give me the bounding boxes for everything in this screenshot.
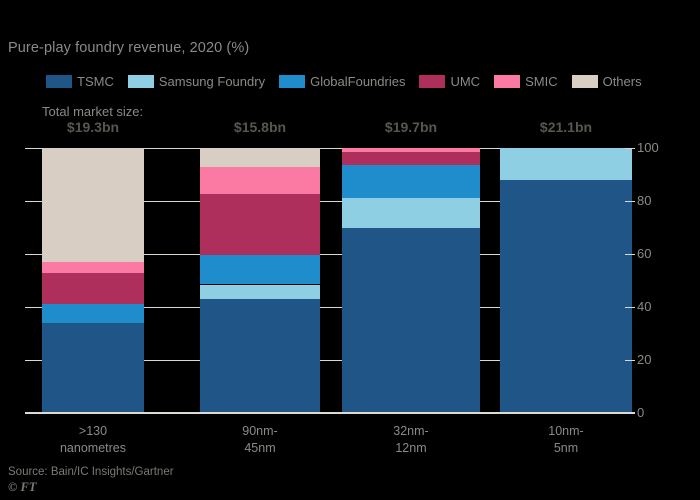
x-axis-label-line1: 10nm- [548, 424, 584, 438]
source-text: Source: Bain/IC Insights/Gartner [8, 466, 174, 478]
bar-segment-umc[interactable] [42, 272, 144, 305]
legend-swatch-icon [494, 75, 521, 88]
legend-item[interactable]: Others [571, 74, 642, 89]
legend-item[interactable]: GlobalFoundries [279, 75, 405, 88]
x-axis-label-line2: 5nm [553, 441, 579, 455]
bar-segment-globalfoundries[interactable] [42, 304, 144, 323]
copyright-text: © FT [8, 480, 37, 494]
gridline [25, 307, 635, 308]
market-size-values: $19.3bn $15.8bn $19.7bn $21.1bn [0, 119, 700, 141]
y-axis-tick-label: 40 [625, 299, 677, 314]
bar-segment-umc[interactable] [200, 194, 320, 256]
y-axis-tick-mark [625, 254, 635, 255]
legend-item-label: Others [602, 74, 642, 89]
y-axis-tick-mark [625, 360, 635, 361]
stacked-bar[interactable] [200, 148, 320, 413]
bar-segment-tsmc[interactable] [342, 227, 480, 413]
bar-segment-others[interactable] [42, 148, 144, 262]
y-axis-tick-label: 20 [625, 352, 677, 367]
x-axis-category-label: 90nm- 45nm [200, 423, 320, 457]
x-axis-label-line1: >130 [78, 424, 108, 438]
market-size-value: $15.8bn [233, 119, 287, 135]
chart-title: Pure-play foundry revenue, 2020 (%) [8, 40, 250, 56]
x-axis-label-line2: nanometres [59, 441, 126, 455]
plot-area [25, 148, 635, 414]
chart-footer: Source: Bain/IC Insights/Gartner © FT [8, 465, 174, 495]
market-size-value: $19.7bn [384, 119, 438, 135]
market-size-caption: Total market size: [42, 104, 144, 119]
bar-segment-globalfoundries[interactable] [342, 165, 480, 199]
gridline [25, 360, 635, 361]
legend-item-label: UMC [450, 74, 481, 89]
bar-segment-tsmc[interactable] [500, 179, 632, 413]
legend-item-label: SMIC [525, 74, 558, 89]
legend-swatch-icon [571, 75, 598, 88]
bar-segment-globalfoundries[interactable] [200, 255, 320, 285]
y-axis-tick-label: 100 [625, 140, 677, 155]
stacked-bar[interactable] [500, 148, 632, 413]
legend-item[interactable]: TSMC [46, 75, 114, 88]
y-axis-tick-label: 0 [625, 405, 677, 420]
bar-segment-others[interactable] [200, 148, 320, 167]
x-axis-label-line1: 90nm- [242, 424, 278, 438]
bar-segment-samsung-foundry[interactable] [500, 148, 632, 180]
x-axis-label-line1: 32nm- [393, 424, 429, 438]
legend-swatch-icon [46, 75, 72, 88]
x-axis-category-label: 10nm- 5nm [500, 423, 632, 457]
stacked-bar[interactable] [42, 148, 144, 413]
bar-segment-tsmc[interactable] [200, 299, 320, 413]
legend-swatch-icon [419, 75, 446, 88]
bar-segment-samsung-foundry[interactable] [200, 284, 320, 300]
legend-swatch-icon [127, 75, 154, 88]
stacked-bar[interactable] [342, 148, 480, 413]
bar-segment-smic[interactable] [42, 261, 144, 273]
legend-swatch-icon [279, 75, 306, 88]
market-size-value: $21.1bn [539, 119, 593, 135]
y-axis-tick-label: 60 [625, 246, 677, 261]
legend-item[interactable]: UMC [419, 75, 480, 88]
y-axis-tick-mark [625, 307, 635, 308]
chart-legend: TSMC Samsung Foundry GlobalFoundries UMC SMI… [46, 75, 656, 88]
bar-segment-tsmc[interactable] [42, 322, 144, 413]
x-axis-category-label: 32nm- 12nm [342, 423, 480, 457]
bar-segment-smic[interactable] [200, 166, 320, 195]
x-axis-category-label: >130 nanometres [42, 423, 144, 457]
y-axis-tick-label: 80 [625, 193, 677, 208]
x-axis-label-line2: 12nm [395, 441, 427, 455]
axis-baseline [25, 412, 635, 414]
y-axis-tick-mark [625, 413, 635, 414]
market-size-value: $19.3bn [66, 119, 120, 135]
bar-segment-samsung-foundry[interactable] [342, 198, 480, 228]
legend-item[interactable]: SMIC [494, 75, 558, 88]
legend-item-label: TSMC [77, 74, 114, 89]
x-axis-label-line2: 45nm [244, 441, 276, 455]
y-axis-tick-mark [625, 148, 635, 149]
legend-item-label: Samsung Foundry [158, 74, 266, 89]
bar-segment-umc[interactable] [342, 151, 480, 166]
legend-item[interactable]: Samsung Foundry [127, 74, 266, 89]
gridline [25, 148, 635, 149]
legend-item-label: GlobalFoundries [310, 74, 406, 89]
y-axis-tick-mark [625, 201, 635, 202]
gridline [25, 201, 635, 202]
gridline [25, 254, 635, 255]
bar-segment-smic[interactable] [342, 148, 480, 152]
